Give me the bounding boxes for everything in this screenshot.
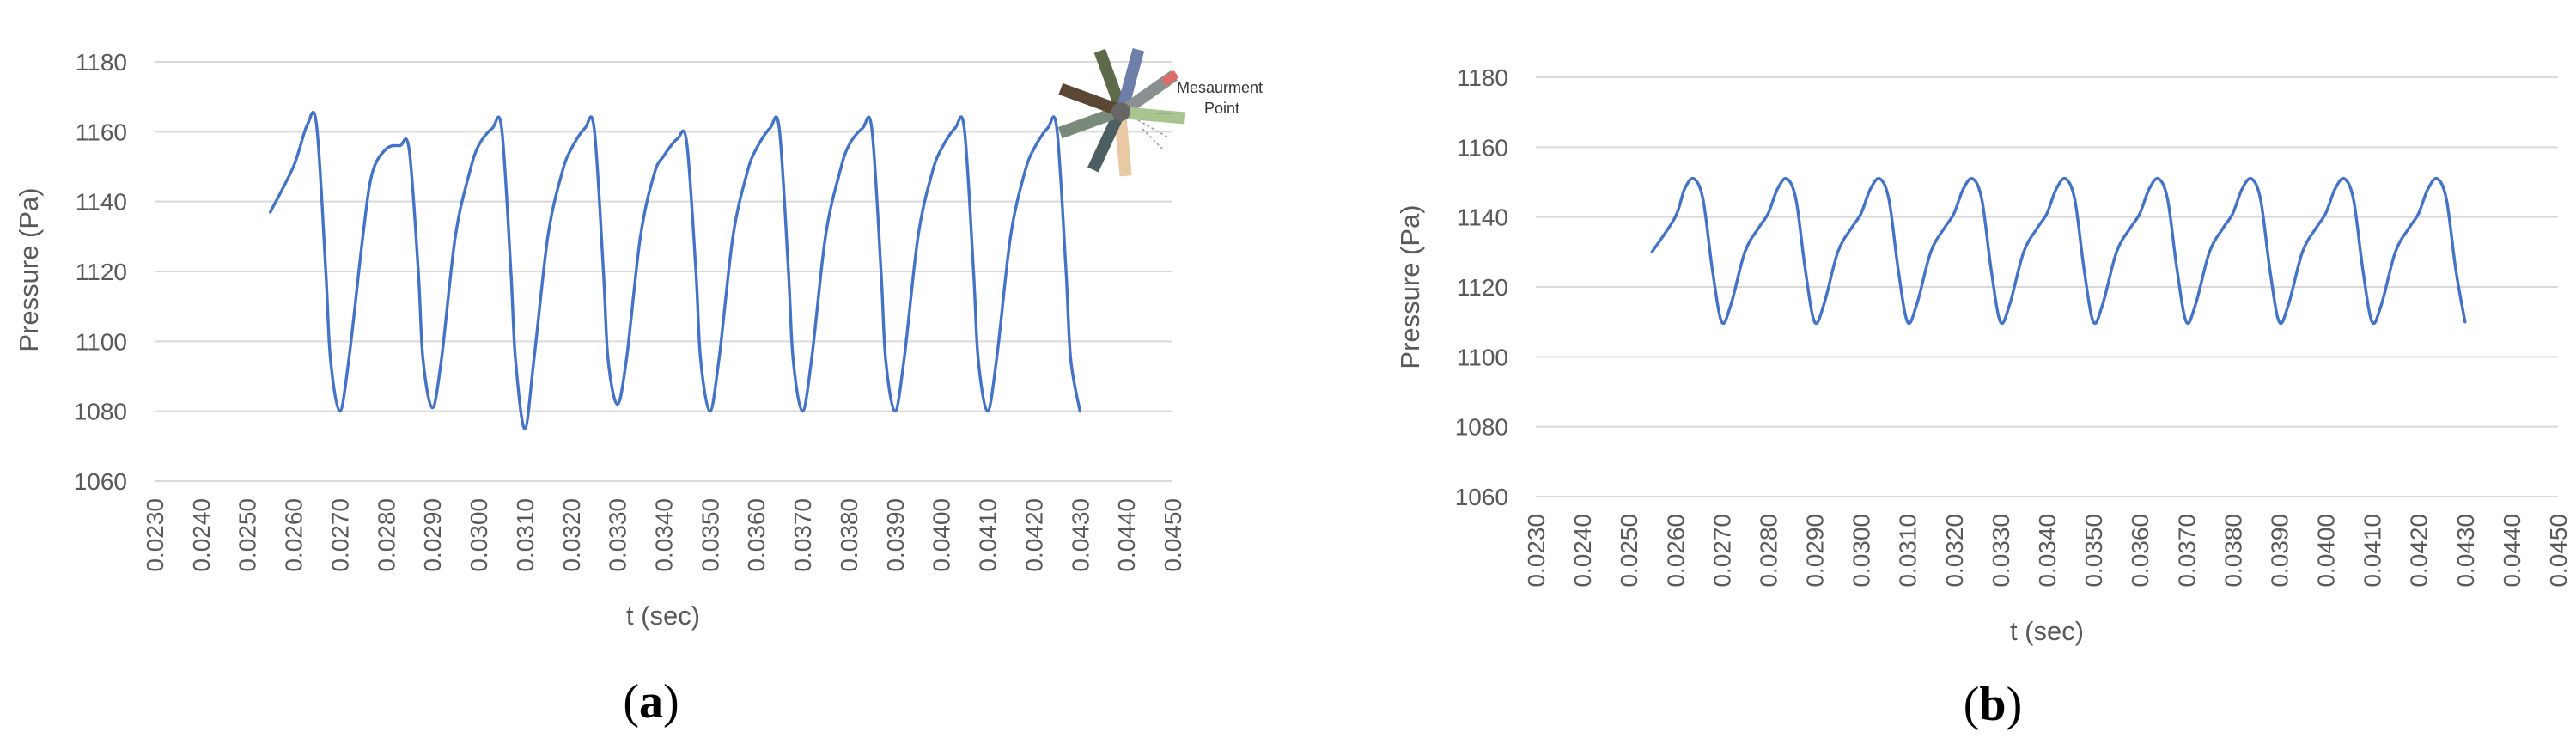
y-tick-label: 1140 (76, 189, 127, 216)
x-tick-label: 0.0400 (929, 498, 955, 572)
x-tick-label: 0.0310 (512, 498, 539, 572)
y-tick-label: 1180 (76, 49, 127, 76)
x-tick-label: 0.0290 (1802, 514, 1829, 588)
x-tick-label: 0.0410 (2360, 514, 2386, 588)
y-tick-label: 1180 (1457, 64, 1508, 91)
x-tick-label: 0.0240 (188, 498, 215, 572)
x-tick-labels-b: 0.0230 0.0240 0.0250 0.0260 0.0270 0.0280 0.02… (1523, 514, 2572, 588)
x-tick-label: 0.0320 (558, 498, 585, 572)
y-tick-labels-b: 1060 1080 1100 1120 1140 1160 1180 (1455, 64, 1508, 510)
x-tick-label: 0.0320 (1941, 514, 1968, 588)
chart-panel-a: 1060 1080 1100 1120 1140 1160 1180 0.0230 0.024… (14, 48, 1263, 729)
x-tick-label: 0.0350 (697, 498, 723, 572)
x-tick-label: 0.0370 (2173, 514, 2200, 588)
x-tick-label: 0.0410 (975, 498, 1002, 572)
x-tick-label: 0.0440 (2499, 514, 2525, 588)
x-tick-label: 0.0390 (882, 498, 909, 572)
x-tick-label: 0.0350 (2080, 514, 2107, 588)
x-tick-label: 0.0360 (2127, 514, 2153, 588)
y-tick-label: 1160 (1457, 134, 1508, 161)
y-tick-label: 1100 (76, 328, 127, 355)
x-tick-labels-a: 0.0230 0.0240 0.0250 0.0260 0.0270 0.0280 0.02… (142, 498, 1186, 572)
turbine-blades-icon (1057, 48, 1186, 177)
inset-label-line1: Mesaurment (1177, 79, 1263, 96)
x-tick-label: 0.0380 (2220, 514, 2246, 588)
y-tick-label: 1160 (76, 119, 127, 145)
x-tick-label: 0.0230 (1523, 514, 1550, 588)
x-tick-label: 0.0260 (1662, 514, 1689, 588)
x-tick-label: 0.0240 (1569, 514, 1596, 588)
x-tick-label: 0.0440 (1113, 498, 1140, 572)
x-tick-label: 0.0290 (419, 498, 446, 572)
chart-panel-b: 1060 1080 1100 1120 1140 1160 1180 0.0230 0.024… (1395, 64, 2572, 731)
y-tick-label: 1060 (1455, 484, 1508, 510)
x-tick-label: 0.0340 (651, 498, 678, 572)
y-tick-label: 1120 (76, 259, 127, 285)
measurement-point-inset: Mesaurment Point (1057, 48, 1263, 177)
y-tick-label: 1080 (74, 399, 127, 425)
panel-label-a: (a) (623, 675, 679, 729)
x-tick-label: 0.0300 (466, 498, 492, 572)
x-tick-label: 0.0430 (2452, 514, 2479, 588)
y-axis-title-a: Pressure (Pa) (14, 187, 44, 351)
x-tick-label: 0.0270 (326, 498, 353, 572)
x-tick-label: 0.0390 (2266, 514, 2293, 588)
y-tick-label: 1060 (74, 468, 127, 495)
x-tick-label: 0.0270 (1708, 514, 1735, 588)
x-tick-label: 0.0280 (373, 498, 399, 572)
x-tick-label: 0.0250 (1616, 514, 1642, 588)
y-tick-label: 1080 (1455, 414, 1508, 441)
x-tick-label: 0.0380 (836, 498, 862, 572)
x-tick-label: 0.0330 (605, 498, 631, 572)
x-axis-title-b: t (sec) (2010, 616, 2084, 646)
x-tick-label: 0.0340 (2034, 514, 2061, 588)
inset-label-line2: Point (1204, 100, 1239, 117)
x-tick-label: 0.0330 (1988, 514, 2014, 588)
y-axis-title-b: Pressure (Pa) (1395, 204, 1425, 369)
y-tick-label: 1120 (1457, 274, 1508, 301)
y-tick-label: 1100 (1457, 344, 1508, 370)
x-tick-label: 0.0300 (1848, 514, 1875, 588)
x-tick-label: 0.0450 (2545, 514, 2572, 588)
x-tick-label: 0.0430 (1067, 498, 1093, 572)
panel-label-b: (b) (1964, 678, 2022, 731)
x-tick-label: 0.0360 (743, 498, 770, 572)
x-tick-label: 0.0310 (1895, 514, 1921, 588)
x-tick-label: 0.0420 (1020, 498, 1047, 572)
x-tick-label: 0.0370 (789, 498, 816, 572)
x-tick-label: 0.0420 (2406, 514, 2433, 588)
x-tick-label: 0.0230 (142, 498, 168, 572)
x-tick-label: 0.0400 (2313, 514, 2340, 588)
x-tick-label: 0.0280 (1755, 514, 1781, 588)
x-axis-title-a: t (sec) (626, 601, 700, 631)
series-line-b (1650, 176, 2467, 326)
x-tick-label: 0.0260 (281, 498, 308, 572)
x-tick-label: 0.0250 (234, 498, 261, 572)
gridlines-a (155, 61, 1172, 482)
x-tick-label: 0.0450 (1160, 498, 1186, 572)
y-tick-labels-a: 1060 1080 1100 1120 1140 1160 1180 (74, 49, 127, 495)
y-tick-label: 1140 (1457, 204, 1508, 231)
series-line-a (269, 110, 1081, 430)
